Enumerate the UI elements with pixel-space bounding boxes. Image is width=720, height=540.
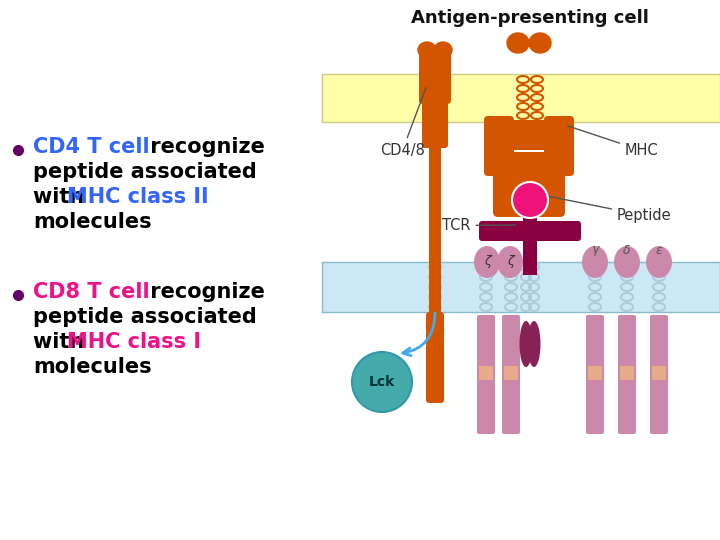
Text: CD8 T cell: CD8 T cell [33, 282, 150, 302]
FancyArrowPatch shape [402, 313, 435, 356]
Text: molecules: molecules [33, 212, 152, 232]
FancyBboxPatch shape [650, 315, 668, 434]
FancyBboxPatch shape [426, 312, 444, 403]
Bar [429, 142, 441, 312]
Ellipse shape [507, 33, 529, 53]
Circle shape [512, 182, 548, 218]
Ellipse shape [497, 246, 523, 278]
Text: Antigen-presenting cell: Antigen-presenting cell [411, 9, 649, 27]
FancyBboxPatch shape [531, 221, 581, 241]
Text: peptide associated: peptide associated [33, 307, 257, 327]
Text: CD4 T cell: CD4 T cell [33, 137, 150, 157]
Ellipse shape [582, 246, 608, 278]
Bar [322, 262, 720, 312]
Bar [490, 120, 570, 150]
Ellipse shape [418, 42, 436, 58]
Text: MHC class I: MHC class I [67, 332, 201, 352]
FancyBboxPatch shape [586, 315, 604, 434]
FancyBboxPatch shape [618, 315, 636, 434]
Ellipse shape [503, 321, 517, 369]
Text: MHC: MHC [567, 126, 659, 158]
Bar [479, 367, 493, 380]
Text: CD4/8: CD4/8 [380, 87, 426, 158]
Bar [523, 210, 537, 275]
Bar [523, 212, 537, 224]
Circle shape [352, 352, 412, 412]
Ellipse shape [529, 33, 551, 53]
Text: ζ: ζ [484, 255, 490, 268]
Bar [322, 74, 720, 122]
Text: with: with [33, 187, 91, 207]
Bar [620, 367, 634, 380]
Text: ζ: ζ [507, 255, 513, 268]
FancyBboxPatch shape [422, 94, 448, 148]
FancyBboxPatch shape [544, 116, 574, 176]
FancyBboxPatch shape [502, 315, 520, 434]
Text: recognize: recognize [143, 282, 265, 302]
Ellipse shape [520, 321, 533, 367]
Ellipse shape [480, 321, 494, 369]
Text: peptide associated: peptide associated [33, 162, 257, 182]
Text: with: with [33, 332, 91, 352]
Ellipse shape [528, 321, 541, 367]
Bar [588, 367, 602, 380]
FancyBboxPatch shape [493, 152, 565, 217]
Bar [504, 367, 518, 380]
FancyBboxPatch shape [477, 315, 495, 434]
Text: Peptide: Peptide [545, 195, 672, 223]
FancyBboxPatch shape [419, 48, 451, 104]
FancyBboxPatch shape [484, 116, 514, 176]
Text: γ: γ [591, 244, 599, 256]
Bar [652, 367, 666, 380]
Ellipse shape [614, 246, 640, 278]
Text: TCR: TCR [442, 218, 516, 233]
Text: ε: ε [656, 244, 662, 256]
FancyBboxPatch shape [479, 221, 529, 241]
Ellipse shape [434, 42, 452, 58]
Text: molecules: molecules [33, 357, 152, 377]
Text: Lck: Lck [369, 375, 395, 389]
Ellipse shape [474, 246, 500, 278]
Ellipse shape [646, 246, 672, 278]
Text: δ: δ [624, 244, 631, 256]
Text: recognize: recognize [143, 137, 265, 157]
Text: MHC class II: MHC class II [67, 187, 209, 207]
